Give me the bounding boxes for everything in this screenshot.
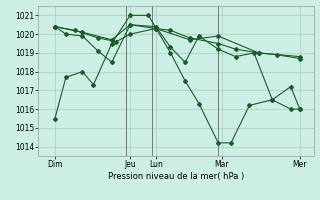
X-axis label: Pression niveau de la mer( hPa ): Pression niveau de la mer( hPa ) (108, 172, 244, 181)
